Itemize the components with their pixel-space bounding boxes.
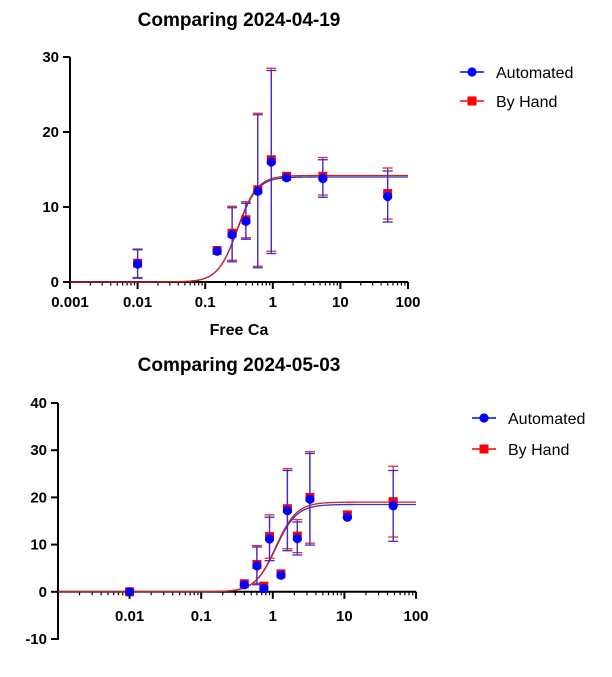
- point-automated: [239, 580, 249, 590]
- legend-label-automated: Automated: [496, 65, 573, 82]
- point-automated: [227, 230, 237, 240]
- legend: Automated By Hand: [472, 411, 585, 459]
- x-tick-label: 100: [403, 608, 428, 625]
- point-automated: [388, 501, 398, 511]
- x-tick-label: 0.001: [51, 294, 89, 311]
- x-tick-label: 0.1: [195, 294, 216, 311]
- point-automated: [241, 216, 251, 226]
- legend-marker-automated: [467, 67, 477, 77]
- y-tick-label: 20: [42, 124, 59, 141]
- point-automated: [276, 570, 286, 580]
- fit-curve-by-hand: [58, 501, 416, 593]
- point-automated: [266, 157, 276, 167]
- point-automated: [253, 186, 263, 196]
- point-automated: [318, 173, 328, 184]
- x-tick-label: 10: [336, 608, 353, 625]
- point-automated: [281, 173, 292, 183]
- point-automated: [133, 259, 143, 269]
- x-tick-label: 0.1: [191, 608, 212, 625]
- chart-2: Comparing 2024-05-03 -10 0 10 20 30 40 0.01 0.1 1…: [25, 355, 585, 648]
- point-automated: [212, 246, 222, 256]
- y-tick-label: 10: [42, 199, 59, 216]
- y-tick-label: 40: [30, 395, 47, 412]
- legend: Automated By Hand: [460, 65, 573, 111]
- x-tick-label: 1: [269, 608, 277, 625]
- y-tick-label: 30: [42, 49, 59, 66]
- point-automated: [259, 583, 269, 594]
- legend-marker-by-hand: [467, 96, 477, 106]
- chart-1: Comparing 2024-04-19 0 10 20 30 0.001 0.01 0.1 1…: [42, 10, 573, 339]
- fit-curve-automated: [70, 176, 408, 283]
- y-tick-label: 20: [30, 489, 47, 506]
- x-tick-label: 100: [395, 294, 420, 311]
- y-tick-label: 10: [30, 537, 47, 554]
- point-automated: [264, 534, 275, 544]
- x-axis-label: Free Ca: [210, 322, 269, 339]
- point-automated: [292, 533, 302, 544]
- legend-marker-by-hand: [479, 444, 489, 454]
- fit-curve-automated: [58, 503, 416, 593]
- y-tick-label: 30: [30, 442, 47, 459]
- y-tick-label: 0: [39, 584, 47, 601]
- legend-marker-automated: [479, 413, 489, 423]
- point-automated: [342, 512, 352, 522]
- point-automated: [383, 191, 393, 202]
- y-tick-label: -10: [25, 631, 47, 648]
- point-automated: [305, 494, 315, 504]
- y-tick-label: 0: [51, 274, 59, 291]
- point-automated: [282, 506, 293, 516]
- x-tick-label: 0.01: [115, 608, 144, 625]
- legend-label-by-hand: By Hand: [508, 442, 569, 459]
- point-automated: [252, 561, 262, 571]
- x-tick-label: 1: [269, 294, 277, 311]
- chart-title: Comparing 2024-04-19: [138, 10, 341, 31]
- x-tick-label: 10: [332, 294, 349, 311]
- legend-label-by-hand: By Hand: [496, 94, 557, 111]
- legend-label-automated: Automated: [508, 411, 585, 428]
- point-automated: [125, 587, 135, 597]
- fit-curve-by-hand: [70, 174, 408, 283]
- chart-title: Comparing 2024-05-03: [138, 355, 341, 376]
- x-tick-label: 0.01: [123, 294, 152, 311]
